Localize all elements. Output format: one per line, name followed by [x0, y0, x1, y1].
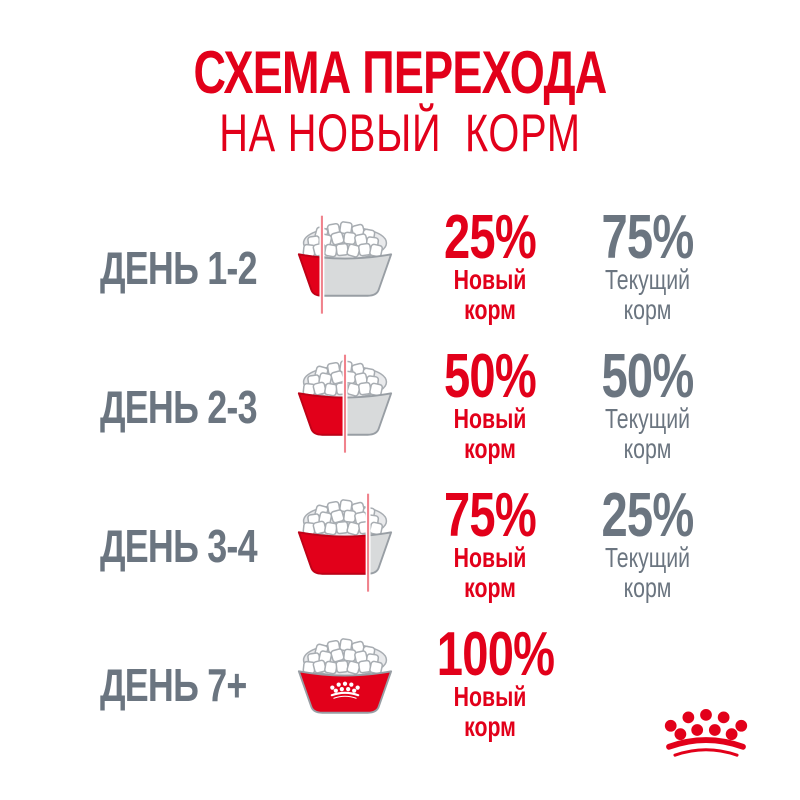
new-food-label-line2: корм: [464, 710, 516, 742]
new-food-value: 75% Новый корм: [437, 480, 543, 603]
new-food-value: 100% Новый корм: [436, 619, 555, 742]
current-food-percentage: 25%: [601, 480, 694, 550]
new-food-value: 50% Новый корм: [437, 341, 543, 464]
header: СХЕМА ПЕРЕХОДА НА НОВЫЙ КОРМ: [0, 0, 800, 162]
current-food-value: 50% Текущий корм: [581, 341, 714, 464]
current-food-value: 25% Текущий корм: [581, 480, 714, 603]
food-bowl-25-percent-icon: [293, 211, 397, 324]
schedule-row-day-2-3: ДЕНЬ 2-3 50% Новый корм 50% Текущий корм: [100, 337, 800, 476]
new-food-percentage: 50%: [443, 341, 537, 411]
new-food-label-line2: корм: [464, 571, 516, 603]
new-food-label-line1: Новый: [453, 541, 527, 573]
page-subtitle: НА НОВЫЙ КОРМ: [219, 104, 581, 163]
food-bowl-100-percent-icon: [293, 628, 397, 741]
royal-canin-crown-logo: [664, 706, 748, 759]
new-food-percentage: 100%: [436, 619, 555, 689]
new-food-label-line1: Новый: [453, 263, 527, 295]
schedule-row-day-7-plus: ДЕНЬ 7+ 100% Новый корм: [100, 615, 800, 754]
new-food-value: 25% Новый корм: [437, 202, 543, 325]
new-food-percentage: 25%: [443, 202, 537, 272]
current-food-label-line2: корм: [623, 571, 672, 603]
schedule-row-day-3-4: ДЕНЬ 3-4 75% Новый корм 25% Текущий корм: [100, 476, 800, 615]
day-label: ДЕНЬ 3-4: [100, 519, 258, 572]
current-food-label-line2: корм: [623, 432, 672, 464]
current-food-value: 75% Текущий корм: [581, 202, 714, 325]
new-food-label-line2: корм: [464, 293, 516, 325]
new-food-label-line2: корм: [464, 432, 516, 464]
current-food-label-line1: Текущий: [604, 541, 691, 573]
transition-schedule: ДЕНЬ 1-2 25% Новый корм 75% Текущий корм…: [0, 198, 800, 754]
day-label: ДЕНЬ 1-2: [100, 241, 258, 294]
current-food-label-line1: Текущий: [604, 402, 691, 434]
current-food-percentage: 75%: [601, 202, 694, 272]
current-food-label-line2: корм: [623, 293, 672, 325]
current-food-label-line1: Текущий: [604, 263, 691, 295]
new-food-percentage: 75%: [443, 480, 537, 550]
food-bowl-75-percent-icon: [293, 489, 397, 602]
page-title: СХЕМА ПЕРЕХОДА: [193, 39, 607, 106]
new-food-label-line1: Новый: [453, 402, 527, 434]
current-food-percentage: 50%: [601, 341, 694, 411]
day-label: ДЕНЬ 2-3: [100, 380, 258, 433]
schedule-row-day-1-2: ДЕНЬ 1-2 25% Новый корм 75% Текущий корм: [100, 198, 800, 337]
new-food-label-line1: Новый: [453, 680, 527, 712]
food-bowl-50-percent-icon: [293, 350, 397, 463]
day-label: ДЕНЬ 7+: [100, 658, 247, 711]
